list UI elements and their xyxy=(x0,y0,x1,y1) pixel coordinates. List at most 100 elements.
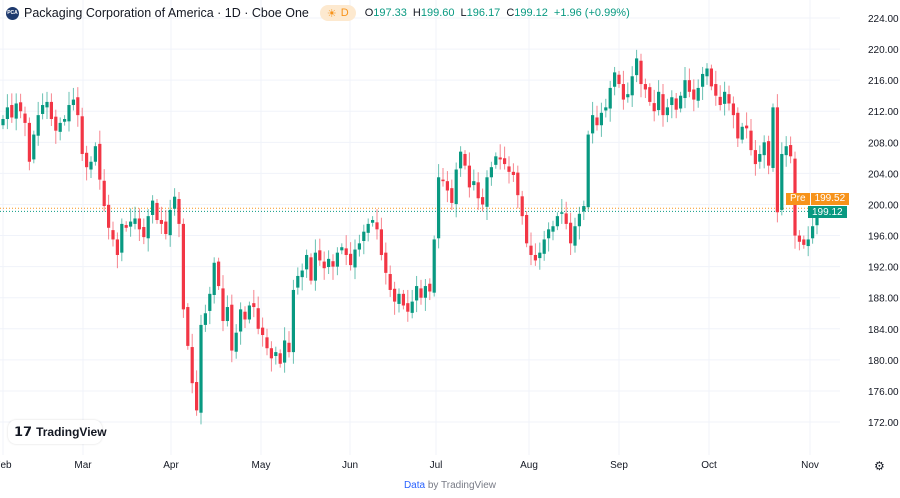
x-tick-label: Feb xyxy=(0,460,12,471)
candle-up xyxy=(665,107,669,116)
y-tick-label: 176.00 xyxy=(868,387,899,398)
y-tick-label: 172.00 xyxy=(868,418,899,429)
candle-down xyxy=(10,105,14,118)
candle-down xyxy=(85,152,89,168)
candle-up xyxy=(357,243,361,250)
candle-down xyxy=(520,196,524,217)
candle-up xyxy=(45,101,49,108)
high-label: H xyxy=(412,7,421,19)
y-tick-label: 220.00 xyxy=(868,45,899,56)
candle-down xyxy=(674,98,678,110)
close-value: 199.12 xyxy=(514,7,548,19)
candle-down xyxy=(419,288,423,298)
session-label: D xyxy=(340,7,349,19)
tradingview-logo[interactable]: 𝟭𝟳 TradingView xyxy=(8,420,107,444)
candle-up xyxy=(472,181,476,186)
gear-icon[interactable]: ⚙ xyxy=(874,459,885,473)
candle-down xyxy=(731,103,735,116)
candle-down xyxy=(797,235,801,242)
symbol-title[interactable]: Packaging Corporation of America · 1D · … xyxy=(24,6,309,20)
candle-down xyxy=(322,261,326,269)
candle-down xyxy=(221,288,225,322)
candle-down xyxy=(256,308,260,329)
candle-down xyxy=(749,130,753,151)
candle-up xyxy=(696,87,700,101)
candle-up xyxy=(555,216,559,227)
y-tick-label: 212.00 xyxy=(868,107,899,118)
y-tick-label: 224.00 xyxy=(868,14,899,25)
x-tick-label: Jun xyxy=(342,460,358,471)
candle-up xyxy=(489,167,493,178)
y-tick-label: 180.00 xyxy=(868,356,899,367)
session-badge[interactable]: ☀ D xyxy=(319,5,356,21)
candle-down xyxy=(564,213,568,224)
candle-up xyxy=(683,80,687,99)
candle-down xyxy=(177,199,181,224)
candle-up xyxy=(168,209,172,236)
candle-down xyxy=(49,101,53,120)
candle-down xyxy=(745,125,749,129)
candle-down xyxy=(727,94,731,104)
candle-up xyxy=(538,252,542,259)
candle-up xyxy=(327,258,331,268)
candle-down xyxy=(349,253,353,266)
x-tick-label: Oct xyxy=(701,460,717,471)
candle-down xyxy=(767,141,771,166)
candle-up xyxy=(93,146,97,162)
low-label: L xyxy=(460,7,467,19)
candle-up xyxy=(146,216,150,239)
candle-up xyxy=(151,200,155,215)
candle-up xyxy=(366,223,370,233)
candle-up xyxy=(613,72,617,87)
candle-up xyxy=(762,142,766,156)
candle-up xyxy=(212,262,216,296)
y-tick-label: 200.00 xyxy=(868,200,899,211)
candle-up xyxy=(410,301,414,313)
candle-up xyxy=(423,286,427,298)
candle-up xyxy=(701,73,705,87)
candle-down xyxy=(503,158,507,165)
candle-up xyxy=(274,352,278,356)
tradingview-wordmark: TradingView xyxy=(36,425,107,439)
y-tick-label: 204.00 xyxy=(868,169,899,180)
candle-up xyxy=(1,119,5,126)
candle-down xyxy=(243,311,247,320)
candle-down xyxy=(441,179,445,182)
candle-up xyxy=(291,289,295,353)
candle-up xyxy=(459,151,463,169)
data-link[interactable]: Data xyxy=(403,480,426,491)
candle-down xyxy=(265,337,269,349)
high-value: 199.60 xyxy=(420,7,455,19)
candle-down xyxy=(124,225,128,228)
candle-down xyxy=(516,172,520,196)
candle-down xyxy=(261,327,265,336)
candle-down xyxy=(718,96,722,106)
candle-down xyxy=(533,254,537,261)
x-tick-label: Aug xyxy=(520,460,538,471)
candle-down xyxy=(498,157,502,160)
candle-down xyxy=(278,353,282,364)
footer: Data by TradingView xyxy=(0,480,900,491)
x-tick-label: Jul xyxy=(430,460,443,471)
candle-down xyxy=(463,153,467,166)
candle-down xyxy=(375,222,379,230)
candle-up xyxy=(225,307,229,322)
candle-up xyxy=(630,76,634,96)
candle-up xyxy=(5,107,9,120)
candle-down xyxy=(344,248,348,255)
candle-up xyxy=(36,115,40,136)
candle-up xyxy=(120,223,124,253)
candle-up xyxy=(815,211,819,226)
candle-down xyxy=(195,382,199,411)
candle-down xyxy=(107,204,111,228)
candle-up xyxy=(582,206,586,212)
candle-up xyxy=(806,239,810,247)
y-tick-label: 216.00 xyxy=(868,76,899,87)
candle-down xyxy=(450,188,454,203)
candle-up xyxy=(758,153,762,162)
candle-down xyxy=(137,218,141,230)
candle-up xyxy=(199,324,203,413)
candle-up xyxy=(58,122,62,132)
candle-up xyxy=(397,293,401,304)
